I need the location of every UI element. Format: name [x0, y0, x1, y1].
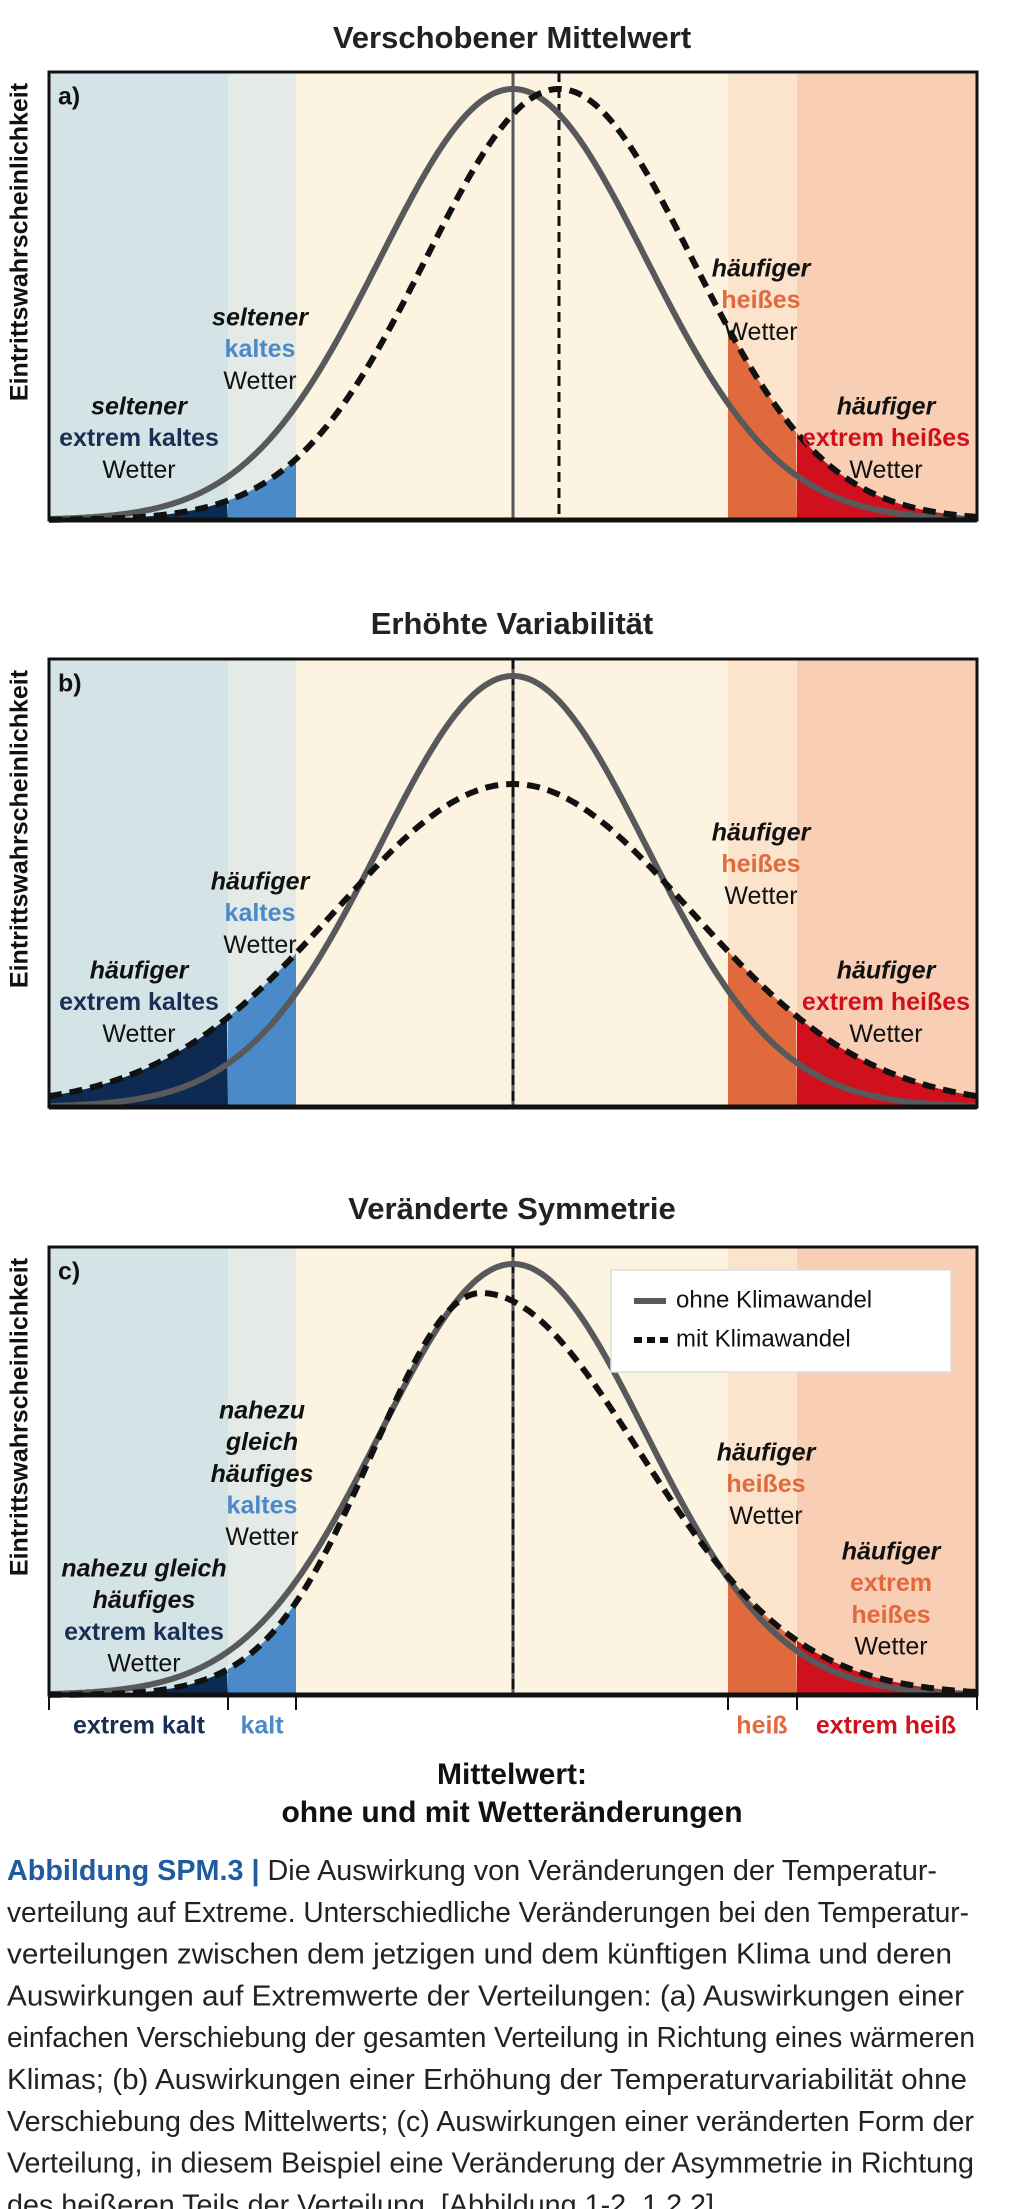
region-background [49, 1247, 228, 1695]
curve-with-change [49, 86, 978, 523]
y-axis-label: Eintrittswahrscheinlichkeit [6, 669, 34, 988]
region-label: heißes [726, 1470, 805, 1498]
caption-line: Abbildung SPM.3 | Die Auswirkung von Ver… [7, 1855, 937, 1887]
region-background [49, 659, 228, 1107]
tail-area [228, 1602, 296, 1695]
region-label: häufiger [712, 819, 812, 847]
region-background [797, 72, 977, 520]
caption-line: verteilungen zwischen dem jetzigen und d… [7, 1938, 952, 1970]
panel: Veränderte Symmetrie c) Eintrittswahrschei… [6, 1191, 979, 1698]
panel-letter: c) [58, 1258, 80, 1286]
region-label: häufiges [93, 1586, 196, 1614]
legend-box [610, 1269, 952, 1373]
region-label: Wetter [102, 456, 175, 484]
region-label: nahezu [219, 1397, 305, 1425]
region-label: kaltes [227, 1491, 298, 1519]
panel: Erhöhte Variabilität b) Eintrittswahrschei… [6, 606, 979, 1110]
legend: ohne Klimawandel mit Klimawandel [610, 1269, 952, 1373]
region-label: heißes [721, 286, 800, 314]
panel-title: Veränderte Symmetrie [348, 1191, 675, 1226]
x-category: heiß [736, 1712, 787, 1740]
caption-text: verteilung auf Extreme. Unterschiedliche… [7, 1896, 969, 1928]
region-background [49, 72, 228, 520]
caption-line: Verschiebung des Mittelwerts; (c) Auswir… [7, 2105, 974, 2137]
region-label: extrem [850, 1569, 932, 1597]
region-label: kaltes [225, 899, 296, 927]
region-label: extrem kaltes [59, 988, 219, 1016]
region-label: extrem heißes [802, 424, 970, 452]
region-label: gleich [225, 1428, 298, 1456]
caption-text: Auswirkungen auf Extremwerte der Verteil… [7, 1980, 964, 2012]
curve-with-change [48, 781, 978, 1100]
caption-text: Klimas; (b) Auswirkungen einer Erhöhung … [7, 2064, 967, 2096]
tail-area [49, 500, 228, 520]
tail-area [728, 327, 797, 520]
caption-line: einfachen Verschiebung der gesamten Vert… [7, 2022, 975, 2054]
region-background [228, 72, 296, 520]
region-label: häufiger [837, 957, 937, 985]
legend-label: mit Klimawandel [676, 1325, 851, 1352]
region-label: Wetter [102, 1020, 175, 1048]
curve-with-change [49, 1290, 978, 1698]
region-label: häufiger [712, 255, 812, 283]
region-label: häufiger [717, 1439, 817, 1467]
region-label: Wetter [223, 931, 296, 959]
curve-without-change [49, 86, 977, 522]
legend-label: ohne Klimawandel [676, 1286, 872, 1313]
region-label: extrem kaltes [64, 1618, 224, 1646]
region-label: seltener [212, 304, 309, 332]
panel-title: Verschobener Mittelwert [333, 20, 691, 55]
region-label: häufiger [90, 957, 190, 985]
region-label: kaltes [225, 335, 296, 363]
caption-text: einfachen Verschiebung der gesamten Vert… [7, 2022, 975, 2054]
region-label: Wetter [107, 1649, 180, 1677]
x-axis-title: Mittelwert: [437, 1758, 587, 1791]
x-category: extrem heiß [816, 1712, 956, 1740]
region-label: extrem kaltes [59, 424, 219, 452]
region-label: Wetter [724, 318, 797, 346]
region-label: häufiger [211, 868, 311, 896]
panel-title: Erhöhte Variabilität [371, 606, 654, 641]
caption-line: verteilung auf Extreme. Unterschiedliche… [7, 1896, 969, 1928]
panel-letter: b) [58, 670, 82, 698]
region-label: Wetter [849, 456, 922, 484]
x-category: extrem kalt [73, 1712, 206, 1740]
panel-letter: a) [58, 83, 80, 111]
caption-line: Klimas; (b) Auswirkungen einer Erhöhung … [7, 2064, 967, 2096]
x-axis-title: ohne und mit Wetteränderungen [281, 1796, 742, 1829]
panel: Verschobener Mittelwert a) Eintrittswahrsc… [6, 20, 979, 523]
region-label: Wetter [225, 1523, 298, 1551]
caption-text: des heißeren Teils der Verteilung. [Abbi… [7, 2189, 714, 2209]
caption-line: Verteilung, in diesem Beispiel eine Verä… [7, 2147, 974, 2179]
curve-without-change [49, 1261, 977, 1697]
caption-text: Verteilung, in diesem Beispiel eine Verä… [7, 2147, 974, 2179]
tail-area [797, 1640, 977, 1695]
region-label: Wetter [724, 882, 797, 910]
region-label: häufiges [211, 1460, 314, 1488]
region-label: seltener [91, 393, 188, 421]
caption-line: Auswirkungen auf Extremwerte der Verteil… [7, 1980, 964, 2012]
y-axis-label: Eintrittswahrscheinlichkeit [6, 1257, 34, 1576]
caption-text: Die Auswirkung von Veränderungen der Tem… [260, 1855, 937, 1887]
region-label: Wetter [729, 1502, 802, 1530]
region-label: Wetter [849, 1020, 922, 1048]
caption-text: Verschiebung des Mittelwerts; (c) Auswir… [7, 2105, 974, 2137]
region-background [797, 659, 977, 1107]
region-label: heißes [851, 1601, 930, 1629]
caption-text: verteilungen zwischen dem jetzigen und d… [7, 1938, 952, 1970]
region-label: häufiger [837, 393, 937, 421]
region-label: häufiger [842, 1538, 942, 1566]
region-label: extrem heißes [802, 988, 970, 1016]
region-label: Wetter [854, 1632, 927, 1660]
y-axis-label: Eintrittswahrscheinlichkeit [6, 82, 34, 401]
region-label: heißes [721, 850, 800, 878]
x-category: kalt [240, 1712, 284, 1740]
caption-line: des heißeren Teils der Verteilung. [Abbi… [7, 2189, 714, 2209]
tail-area [728, 1576, 797, 1695]
caption-label: Abbildung SPM.3 | [7, 1855, 260, 1887]
region-label: Wetter [223, 367, 296, 395]
region-label: nahezu gleich [61, 1555, 226, 1583]
curve-without-change [49, 673, 977, 1109]
